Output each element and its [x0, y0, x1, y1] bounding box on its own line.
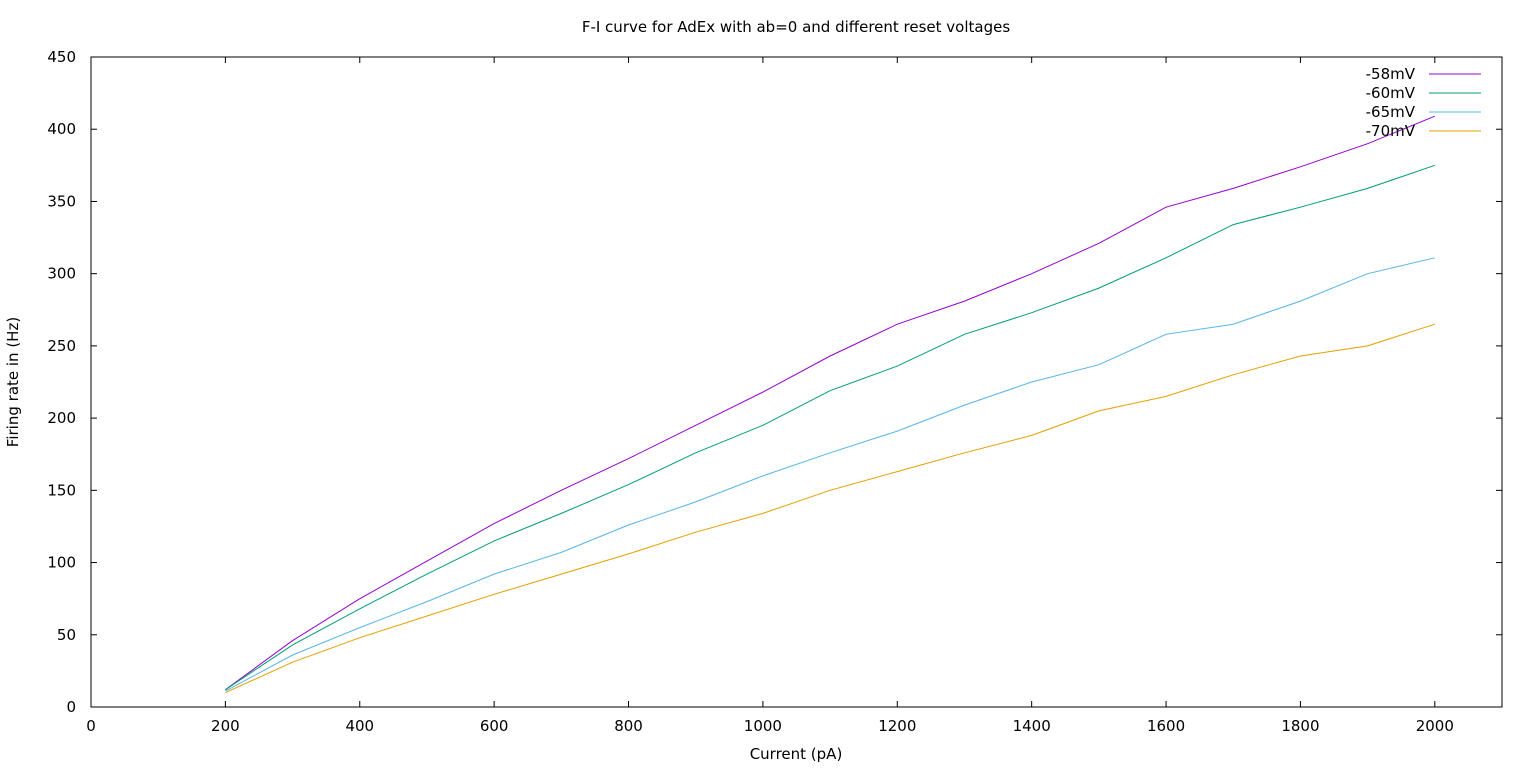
- y-tick-label: 350: [47, 192, 76, 210]
- x-tick-label: 1800: [1281, 717, 1319, 735]
- y-tick-label: 50: [57, 626, 76, 644]
- y-tick-label: 150: [47, 481, 76, 499]
- series-line-2: [225, 164, 1435, 691]
- y-tick-label: 200: [47, 409, 76, 427]
- series-line-3: [225, 257, 1435, 692]
- series-line-4: [225, 323, 1435, 694]
- legend-label: -60mV: [1366, 84, 1416, 102]
- ticks-layer: 0 200 400 600 800 1000 1200 1400 1600 1800 2000 0 50…: [47, 48, 1502, 735]
- y-axis-label: Firing rate in (Hz): [4, 317, 22, 447]
- y-tick-label: 450: [47, 48, 76, 66]
- plot-frame: [90, 56, 1503, 708]
- y-tick-label: 300: [47, 265, 76, 283]
- x-tick-label: 400: [345, 717, 374, 735]
- y-tick-label: 250: [47, 337, 76, 355]
- y-tick-label: 0: [66, 698, 76, 716]
- x-tick-label: 1000: [744, 717, 782, 735]
- legend-label: -70mV: [1366, 122, 1416, 140]
- y-tick-label: 400: [47, 120, 76, 138]
- x-tick-label: 0: [86, 717, 96, 735]
- x-tick-label: 800: [614, 717, 643, 735]
- x-tick-label: 1200: [878, 717, 916, 735]
- y-tick-label: 100: [47, 554, 76, 572]
- x-tick-label: 1600: [1147, 717, 1185, 735]
- legend-label: -65mV: [1366, 103, 1416, 121]
- legend-label: -58mV: [1366, 65, 1416, 83]
- series-layer: [225, 115, 1435, 694]
- x-tick-label: 2000: [1416, 717, 1454, 735]
- series-line-1: [225, 115, 1435, 691]
- x-tick-label: 600: [480, 717, 509, 735]
- x-tick-label: 200: [211, 717, 240, 735]
- legend: -58mV-60mV-65mV-70mV: [1366, 65, 1481, 140]
- x-axis-label: Current (pA): [750, 745, 843, 763]
- x-tick-label: 1400: [1013, 717, 1051, 735]
- chart-title: F-I curve for AdEx with ab=0 and differe…: [582, 18, 1011, 36]
